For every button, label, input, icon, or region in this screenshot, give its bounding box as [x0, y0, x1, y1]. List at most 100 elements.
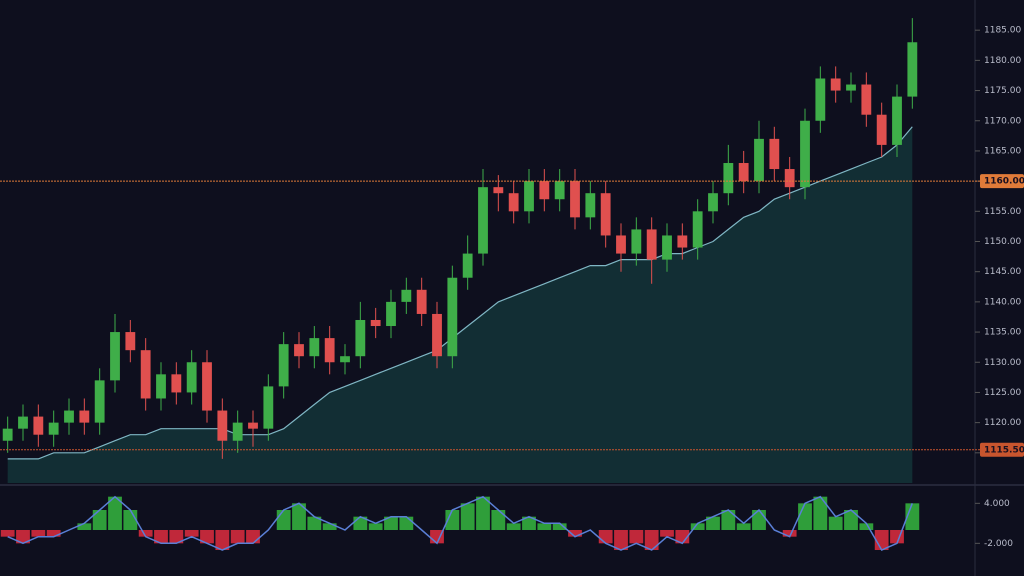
osc-bar	[506, 523, 521, 530]
osc-bar	[660, 530, 674, 537]
candle-body	[830, 78, 841, 91]
y-tick-label: 1130.00	[984, 358, 1021, 368]
candle-body	[156, 374, 166, 399]
y-tick-label: 1150.00	[984, 237, 1021, 247]
candle-body	[784, 169, 795, 188]
level-tag	[980, 442, 1024, 457]
osc-bar	[399, 516, 414, 530]
osc-bar	[844, 510, 858, 530]
osc-bar	[491, 510, 506, 530]
candle-body	[493, 187, 504, 194]
candle-body	[662, 235, 672, 260]
candle-body	[754, 138, 764, 182]
candle-body	[907, 42, 918, 97]
candle-body	[646, 229, 657, 260]
osc-bar	[368, 523, 383, 530]
osc-bar	[92, 510, 107, 530]
osc-bar	[552, 523, 567, 530]
candle-body	[738, 163, 749, 182]
candle-body	[263, 386, 274, 429]
candle-body	[600, 193, 611, 236]
osc-bar	[736, 523, 751, 530]
candle-body	[539, 181, 550, 200]
candle-body	[79, 410, 90, 423]
osc-bar	[322, 523, 337, 530]
candle-body	[570, 181, 580, 218]
candle-body	[309, 338, 320, 357]
candle-body	[232, 422, 243, 441]
candle-body	[18, 416, 28, 429]
osc-bar	[169, 530, 184, 544]
y-tick-label: 1125.00	[984, 388, 1021, 398]
candle-body	[815, 78, 826, 121]
candle-body	[800, 120, 810, 188]
candle-body	[524, 181, 534, 212]
y-tick-label: 1140.00	[984, 297, 1021, 307]
candle-body	[48, 422, 59, 435]
osc-bar	[522, 516, 536, 530]
y-tick-label: 1175.00	[984, 86, 1021, 96]
osc-line	[7, 495, 914, 551]
candle-body	[447, 277, 458, 357]
y-tick-label: 1180.00	[984, 56, 1021, 66]
candle-body	[876, 114, 887, 145]
osc-bar	[154, 530, 168, 544]
osc-bar	[629, 530, 644, 544]
candle-body	[324, 338, 335, 363]
candle-body	[186, 362, 197, 393]
candle-body	[202, 362, 212, 411]
candle-body	[248, 422, 258, 429]
y-tick-label: 1165.00	[984, 146, 1021, 156]
osc-bar	[138, 530, 153, 537]
candle-body	[723, 163, 734, 194]
osc-bar	[108, 496, 122, 530]
candle-body	[110, 332, 120, 381]
osc-bar	[690, 523, 705, 530]
candle-body	[708, 193, 718, 212]
y-tick-label: 1135.00	[984, 328, 1021, 338]
candle-body	[140, 350, 151, 399]
y-tick-label: 1145.00	[984, 267, 1021, 277]
osc-bar	[905, 503, 920, 530]
candle-body	[462, 253, 473, 278]
osc-bar	[215, 530, 230, 550]
osc-bar	[77, 523, 92, 530]
osc-bar	[706, 516, 720, 530]
osc-bar	[200, 530, 214, 544]
ma-area	[7, 126, 913, 484]
osc-bar	[813, 496, 828, 530]
candle-body	[340, 356, 350, 363]
osc-bar	[568, 530, 582, 537]
level-label: 1115.50	[984, 445, 1024, 455]
osc-bar	[752, 510, 766, 530]
ma-line	[7, 126, 913, 460]
candle-body	[478, 187, 488, 254]
osc-bar	[184, 530, 199, 537]
candle-body	[846, 84, 856, 91]
osc-bar	[16, 530, 30, 544]
y-tick-label: 1170.00	[984, 116, 1021, 126]
candle-body	[554, 181, 565, 200]
candle-body	[432, 313, 442, 357]
osc-bar	[782, 530, 797, 537]
candle-body	[94, 380, 105, 423]
level-tag	[980, 174, 1024, 189]
candle-body	[692, 211, 703, 248]
candle-body	[892, 96, 902, 145]
y-tick-label: 1155.00	[984, 207, 1021, 217]
osc-bar	[828, 516, 843, 530]
candle-body	[631, 229, 642, 254]
osc-bar	[798, 503, 812, 530]
candle-body	[416, 289, 427, 314]
candle-body	[64, 410, 74, 423]
osc-bar	[0, 530, 15, 537]
osc-bar	[31, 530, 46, 537]
osc-bar	[721, 510, 736, 530]
candle-body	[2, 428, 13, 441]
osc-bar	[598, 530, 613, 544]
osc-bar	[460, 503, 475, 530]
candle-body	[217, 410, 228, 441]
candle-body	[508, 193, 519, 212]
candle-body	[386, 301, 396, 327]
